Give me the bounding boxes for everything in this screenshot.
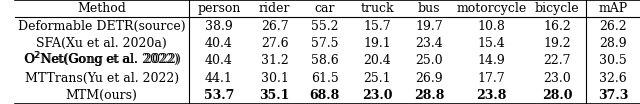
Text: 10.8: 10.8 xyxy=(477,20,505,32)
Text: mAP: mAP xyxy=(598,2,628,15)
Text: motorcycle: motorcycle xyxy=(456,2,527,15)
Text: 44.1: 44.1 xyxy=(205,71,233,84)
Text: 23.4: 23.4 xyxy=(415,37,443,50)
Text: bus: bus xyxy=(418,2,440,15)
Text: 27.6: 27.6 xyxy=(260,37,289,50)
Text: 37.3: 37.3 xyxy=(598,89,628,102)
Text: 61.5: 61.5 xyxy=(311,71,339,84)
Text: Method: Method xyxy=(77,2,126,15)
Text: 28.0: 28.0 xyxy=(542,89,572,102)
Text: 23.8: 23.8 xyxy=(476,89,506,102)
Text: 14.9: 14.9 xyxy=(477,54,505,67)
Text: 28.8: 28.8 xyxy=(414,89,444,102)
Text: 26.7: 26.7 xyxy=(260,20,289,32)
Text: Deformable DETR(source): Deformable DETR(source) xyxy=(18,20,186,32)
Text: 28.9: 28.9 xyxy=(599,37,627,50)
Text: 57.5: 57.5 xyxy=(311,37,339,50)
Text: car: car xyxy=(315,2,335,15)
Text: 35.1: 35.1 xyxy=(259,89,290,102)
Text: 26.9: 26.9 xyxy=(415,71,443,84)
Text: 32.6: 32.6 xyxy=(599,71,627,84)
Text: 30.1: 30.1 xyxy=(260,71,289,84)
Text: 31.2: 31.2 xyxy=(260,54,289,67)
Text: 40.4: 40.4 xyxy=(205,54,233,67)
Text: 68.8: 68.8 xyxy=(310,89,340,102)
Text: 53.7: 53.7 xyxy=(204,89,234,102)
Text: 30.5: 30.5 xyxy=(599,54,627,67)
Text: 23.0: 23.0 xyxy=(362,89,392,102)
Text: 19.2: 19.2 xyxy=(543,37,571,50)
Text: 25.0: 25.0 xyxy=(415,54,443,67)
Text: 26.2: 26.2 xyxy=(599,20,627,32)
Text: 19.1: 19.1 xyxy=(363,37,391,50)
Text: $\mathregular{O}^2\mathregular{Net(Gong\ et\ al.\ 2022)}$: $\mathregular{O}^2\mathregular{Net(Gong\… xyxy=(22,51,181,71)
Text: bicycle: bicycle xyxy=(535,2,579,15)
Text: 20.4: 20.4 xyxy=(363,54,391,67)
Text: 17.7: 17.7 xyxy=(477,71,505,84)
Text: 58.6: 58.6 xyxy=(311,54,339,67)
Text: 25.1: 25.1 xyxy=(363,71,391,84)
Text: 16.2: 16.2 xyxy=(543,20,571,32)
Text: 55.2: 55.2 xyxy=(311,20,339,32)
Text: MTM(ours): MTM(ours) xyxy=(66,89,138,102)
Text: SFA(Xu et al. 2020a): SFA(Xu et al. 2020a) xyxy=(36,37,167,50)
Text: truck: truck xyxy=(360,2,394,15)
Text: rider: rider xyxy=(259,2,291,15)
Text: 40.4: 40.4 xyxy=(205,37,233,50)
Text: person: person xyxy=(197,2,241,15)
Text: 15.7: 15.7 xyxy=(363,20,391,32)
Text: 15.4: 15.4 xyxy=(477,37,505,50)
Text: MTTrans(Yu et al. 2022): MTTrans(Yu et al. 2022) xyxy=(25,71,179,84)
Text: O$^2$Net(Gong et al. 2022): O$^2$Net(Gong et al. 2022) xyxy=(24,51,180,71)
Text: 22.7: 22.7 xyxy=(543,54,571,67)
Text: 23.0: 23.0 xyxy=(543,71,571,84)
Text: 38.9: 38.9 xyxy=(205,20,233,32)
Text: 19.7: 19.7 xyxy=(415,20,443,32)
